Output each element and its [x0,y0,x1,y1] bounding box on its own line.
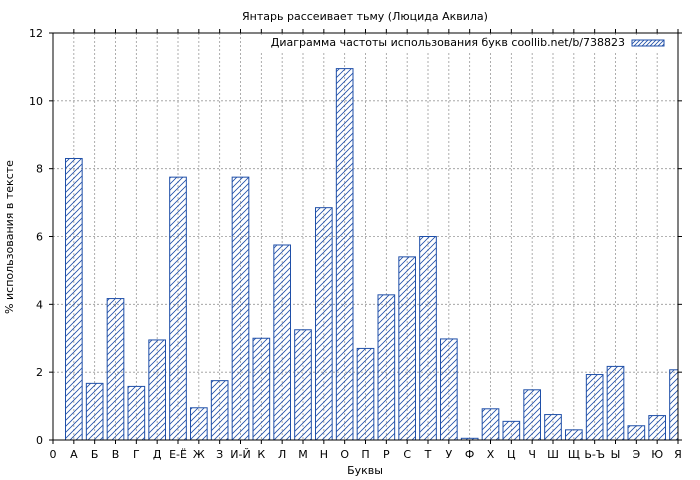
legend: Диаграмма частоты использования букв coo… [243,36,675,51]
bar [585,374,604,441]
x-tick-label: О [340,448,349,461]
x-tick-label: И-Й [230,448,250,461]
x-axis-label: Буквы [347,464,383,477]
y-tick-label: 0 [36,434,43,447]
x-tick-label: Х [487,448,495,461]
x-tick-label: З [216,448,223,461]
chart-title: Янтарь рассеивает тьму (Люцида Аквила) [242,10,488,23]
y-tick-label: 2 [36,366,43,379]
bar [65,157,83,441]
bar [252,337,271,441]
x-tick-label: В [112,448,120,461]
x-tick-label: Б [91,448,99,461]
bar [106,298,125,441]
x-tick-label: Л [278,448,286,461]
bar [565,429,583,441]
x-tick-label: Р [383,448,390,461]
y-tick-label: 10 [29,95,43,108]
x-tick-label: М [298,448,308,461]
bar [315,207,333,441]
y-tick-label: 12 [29,27,43,40]
legend-swatch [631,39,665,47]
y-tick-label: 4 [36,298,43,311]
legend-label: Диаграмма частоты использования букв coo… [271,36,625,49]
x-tick-label: Д [153,448,162,461]
bar [606,365,625,441]
bar [148,339,166,441]
bar [356,347,375,441]
y-tick-label: 8 [36,163,43,176]
x-tick-label: Ч [528,448,536,461]
bar [419,236,437,441]
x-tick-label: А [70,448,78,461]
x-tick-label: Ш [547,448,559,461]
x-tick-label: Н [320,448,328,461]
bar [127,385,146,441]
bar [273,244,292,441]
x-tick-label: Т [424,448,432,461]
bar [544,414,562,441]
grid [53,33,678,440]
bar [210,380,229,441]
x-tick-label: Г [133,448,140,461]
bar [231,176,250,441]
bar [294,329,312,441]
y-ticks: 0 2 4 6 8 10 12 [29,27,682,447]
x-tick-label: Ю [651,448,663,461]
bar [523,389,541,441]
bar [440,338,458,441]
x-tick-label: Ц [507,448,516,461]
bar [627,425,646,441]
bar [669,369,679,441]
x-tick-label: Ф [465,448,474,461]
x-tick-label: Ь-Ъ [584,448,605,461]
x-tick-label: 0 [50,448,57,461]
bar [377,294,396,441]
bar [398,256,417,441]
x-tick-label: П [361,448,369,461]
x-tick-label: С [403,448,411,461]
x-tick-label: К [257,448,265,461]
legend-background [243,36,675,51]
x-ticks: 0 А Б В Г Д Е-Ё Ж З И-Й К Л М Н О П Р С Т У Ф Х Ц Ч Ш Щ Ь-Ъ Ы Э Ю Я [50,29,682,461]
bar [502,420,521,441]
bar [190,407,208,441]
bar [648,415,666,441]
x-tick-label: У [445,448,452,461]
x-tick-label: Е-Ё [169,448,187,461]
bar [335,68,354,441]
bar [85,382,104,441]
x-tick-label: Щ [568,448,580,461]
x-tick-label: Я [674,448,682,461]
y-axis-label: % использования в тексте [3,160,16,314]
y-tick-label: 6 [36,231,43,244]
bar [481,408,500,441]
bar [169,176,187,441]
x-tick-label: Ж [193,448,205,461]
x-tick-label: Э [632,448,640,461]
x-tick-label: Ы [611,448,621,461]
